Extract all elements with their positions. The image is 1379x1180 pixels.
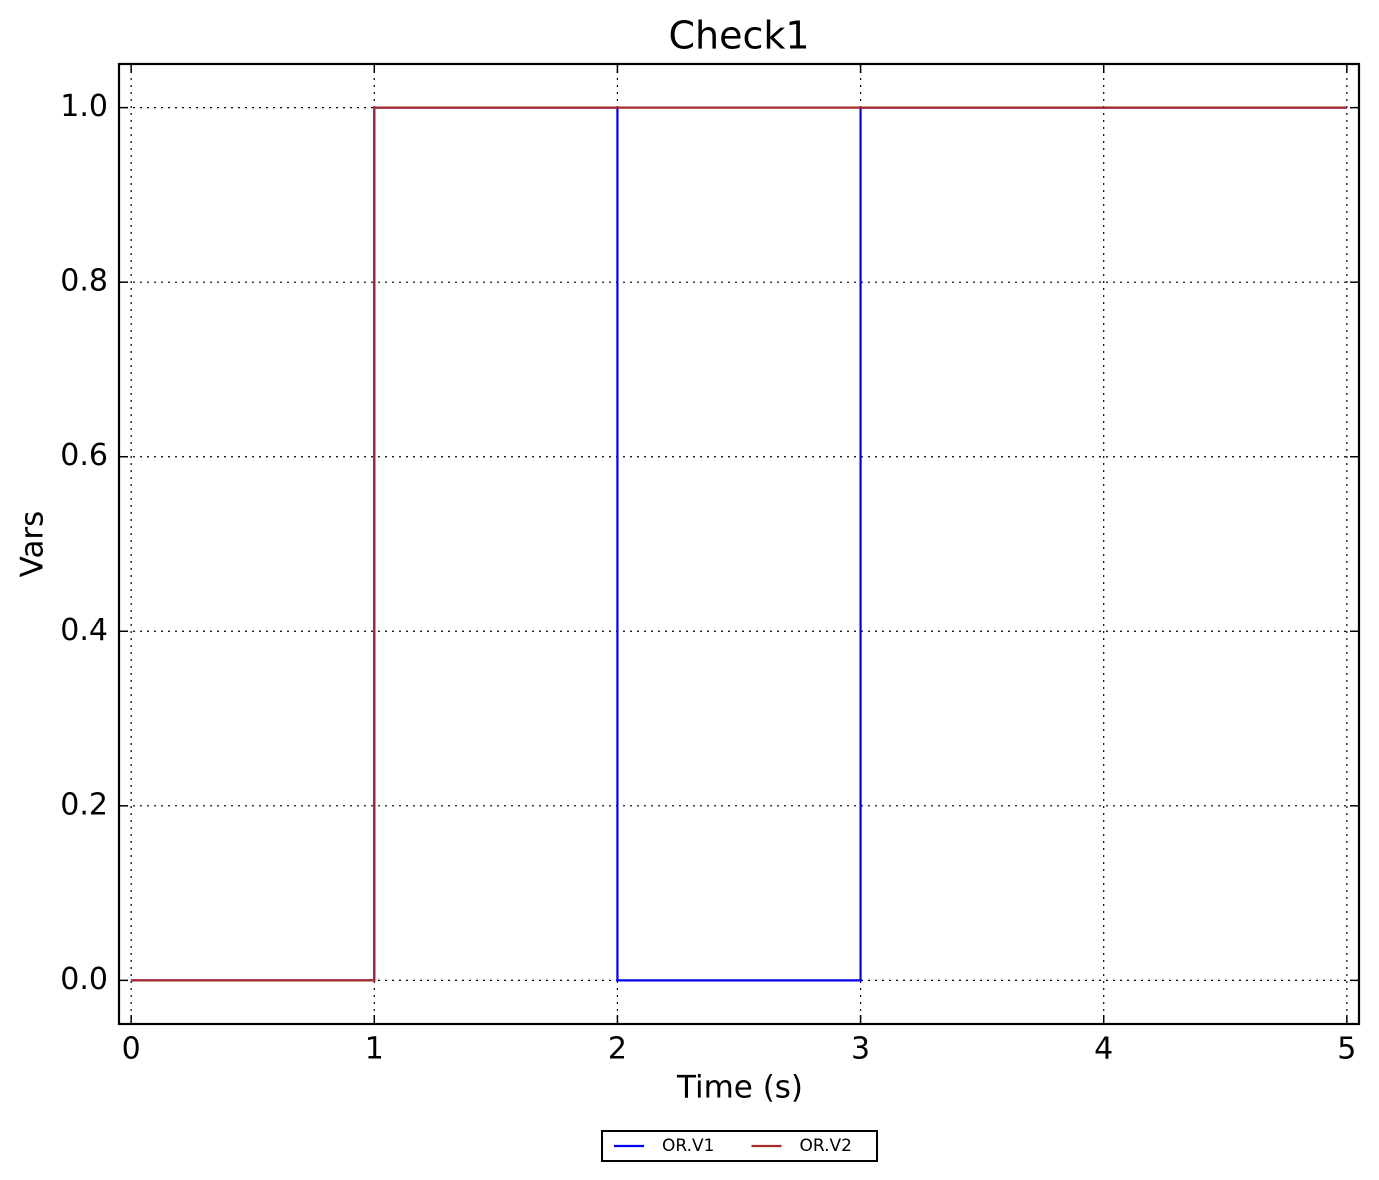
x-tick-label: 5	[1337, 1032, 1356, 1067]
series-line	[131, 106, 1347, 982]
legend-box	[601, 1130, 878, 1162]
y-tick-label: 0.4	[60, 613, 108, 648]
x-tick-label: 4	[1094, 1032, 1113, 1067]
x-axis-label: Time (s)	[676, 1070, 803, 1106]
plot-frame	[117, 62, 1361, 1026]
y-tick-label: 0.0	[60, 962, 108, 997]
y-tick-label: 0.6	[60, 438, 108, 473]
legend-label: OR.V1	[662, 1136, 714, 1156]
chart-title: Check1	[668, 14, 809, 58]
x-tick-label: 3	[851, 1032, 870, 1067]
y-axis-label: Vars	[15, 511, 51, 578]
series-line	[131, 106, 1347, 982]
y-tick-label: 1.0	[60, 89, 108, 124]
x-tick-label: 1	[365, 1032, 384, 1067]
y-tick-label: 0.2	[60, 787, 108, 822]
legend-label: OR.V2	[800, 1136, 852, 1156]
y-tick-label: 0.8	[60, 264, 108, 299]
x-tick-label: 0	[122, 1032, 141, 1067]
x-tick-label: 2	[608, 1032, 627, 1067]
